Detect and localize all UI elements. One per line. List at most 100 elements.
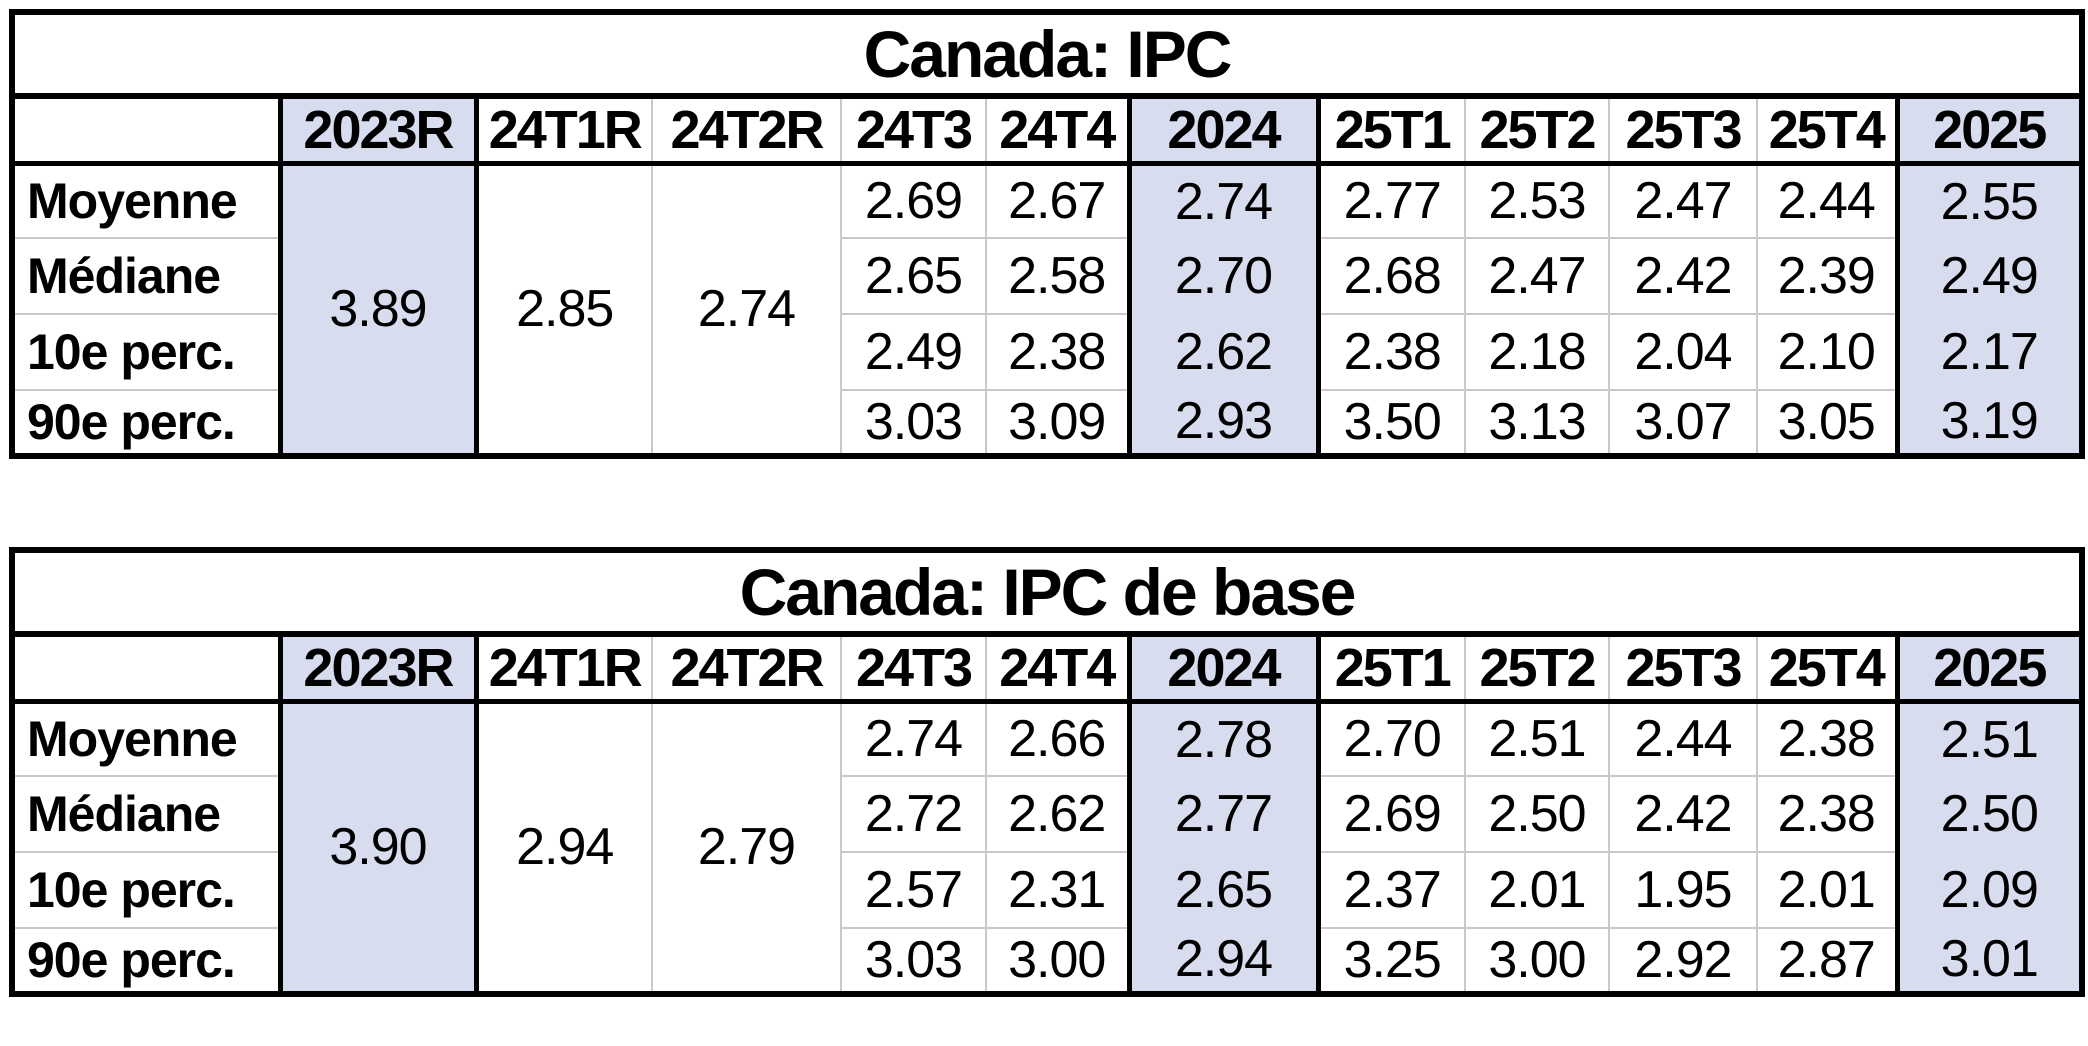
col-header-24t2r: 24T2R bbox=[651, 634, 841, 704]
data-cell: 2.31 bbox=[985, 850, 1129, 928]
row-label-10e-perc: 10e perc. bbox=[12, 312, 280, 390]
data-cell: 2.78 bbox=[1126, 701, 1321, 776]
col-header-blank bbox=[12, 96, 280, 166]
col-header-24t1r: 24T1R bbox=[476, 634, 652, 704]
col-header-2024: 2024 bbox=[1126, 96, 1321, 166]
data-cell: 3.01 bbox=[1894, 927, 2083, 994]
row-label-moyenne: Moyenne bbox=[27, 711, 238, 768]
merged-cell-24t2r: 2.74 bbox=[651, 163, 841, 456]
data-cell: 2.09 bbox=[1894, 851, 2083, 928]
data-cell: 2.10 bbox=[1756, 312, 1897, 390]
data-cell: 2.47 bbox=[1464, 236, 1609, 314]
data-cell: 2.92 bbox=[1608, 926, 1757, 994]
data-cell: 3.09 bbox=[985, 388, 1129, 456]
data-cell: 2.70 bbox=[1126, 237, 1321, 314]
col-header-24t3: 24T3 bbox=[840, 634, 986, 704]
row-label-mediane: Médiane bbox=[12, 774, 280, 852]
table-canada-ipc: Canada: IPC 2023R 24T1R 24T2R 24T3 24T4 … bbox=[9, 9, 2085, 459]
merged-cell-2023r: 3.90 bbox=[277, 701, 479, 994]
data-cell: 2.17 bbox=[1894, 313, 2082, 390]
data-cell: 2.87 bbox=[1756, 926, 1897, 994]
data-cell: 3.19 bbox=[1894, 389, 2082, 456]
col-header-24t3: 24T3 bbox=[840, 96, 986, 166]
merged-cell-2023r: 3.89 bbox=[277, 163, 479, 456]
row-label-10e-perc: 10e perc. bbox=[12, 850, 280, 928]
data-cell: 2.58 bbox=[985, 236, 1129, 314]
col-header-25t3: 25T3 bbox=[1608, 634, 1757, 704]
col-header-2023r: 2023R bbox=[277, 634, 479, 704]
data-cell: 3.07 bbox=[1608, 388, 1757, 456]
data-cell: 2.69 bbox=[840, 163, 986, 238]
data-cell: 2.74 bbox=[1126, 163, 1321, 238]
merged-cell-24t2r: 2.79 bbox=[651, 701, 841, 994]
data-cell: 2.01 bbox=[1464, 850, 1609, 928]
row-label-90e-perc: 90e perc. bbox=[12, 388, 280, 456]
data-cell: 2.50 bbox=[1464, 774, 1609, 852]
data-cell: 2.74 bbox=[840, 701, 986, 776]
data-cell: 2.62 bbox=[985, 774, 1129, 852]
data-cell: 3.50 bbox=[1318, 388, 1465, 456]
data-cell: 2.38 bbox=[1756, 774, 1897, 852]
data-cell: 2.51 bbox=[1894, 701, 2083, 776]
data-cell: 2.57 bbox=[840, 850, 986, 928]
data-cell: 2.66 bbox=[985, 701, 1129, 776]
col-header-25t4: 25T4 bbox=[1756, 634, 1897, 704]
data-cell: 3.05 bbox=[1756, 388, 1897, 456]
row-label-90e-perc: 90e perc. bbox=[12, 926, 280, 994]
col-header-2024: 2024 bbox=[1126, 634, 1321, 704]
col-header-2025: 2025 bbox=[1894, 634, 2083, 704]
data-cell: 2.65 bbox=[1126, 851, 1321, 928]
row-label-mediane: Médiane bbox=[12, 236, 280, 314]
col-header-2025: 2025 bbox=[1894, 96, 2082, 166]
data-cell: 3.03 bbox=[840, 388, 986, 456]
data-cell: 2.44 bbox=[1756, 163, 1897, 238]
data-cell: 3.00 bbox=[985, 926, 1129, 994]
col-header-24t2r: 24T2R bbox=[651, 96, 841, 166]
data-cell: 2.39 bbox=[1756, 236, 1897, 314]
table-title: Canada: IPC bbox=[12, 12, 2082, 99]
data-cell: 2.51 bbox=[1464, 701, 1609, 776]
col-header-25t1: 25T1 bbox=[1318, 96, 1465, 166]
data-cell: 2.50 bbox=[1894, 775, 2083, 852]
data-cell: 2.62 bbox=[1126, 313, 1321, 390]
merged-cell-24t1r: 2.94 bbox=[516, 818, 614, 877]
col-header-25t1: 25T1 bbox=[1318, 634, 1465, 704]
col-header-25t2: 25T2 bbox=[1464, 96, 1609, 166]
col-header-blank bbox=[12, 634, 280, 704]
table-canada-ipc-de-base: Canada: IPC de base 2023R 24T1R 24T2R 24… bbox=[9, 547, 2086, 997]
col-header-24t1r: 24T1R bbox=[476, 96, 652, 166]
data-cell: 3.13 bbox=[1464, 388, 1609, 456]
data-cell: 2.18 bbox=[1464, 312, 1609, 390]
data-cell: 2.47 bbox=[1608, 163, 1757, 238]
data-cell: 2.37 bbox=[1318, 850, 1465, 928]
data-cell: 3.25 bbox=[1318, 926, 1465, 994]
data-cell: 2.77 bbox=[1126, 775, 1321, 852]
data-cell: 2.68 bbox=[1318, 236, 1465, 314]
data-cell: 2.93 bbox=[1126, 389, 1321, 456]
data-cell: 2.72 bbox=[840, 774, 986, 852]
data-cell: 2.65 bbox=[840, 236, 986, 314]
data-cell: 2.55 bbox=[1894, 163, 2082, 238]
data-cell: 2.44 bbox=[1608, 701, 1757, 776]
data-cell: 2.38 bbox=[985, 312, 1129, 390]
merged-cell-24t1r: 2.85 bbox=[516, 280, 614, 339]
data-cell: 2.70 bbox=[1343, 710, 1442, 769]
table-title: Canada: IPC de base bbox=[12, 550, 2083, 637]
data-cell: 2.49 bbox=[840, 312, 986, 390]
data-cell: 2.01 bbox=[1756, 850, 1897, 928]
data-cell: 3.03 bbox=[840, 926, 986, 994]
col-header-24t4: 24T4 bbox=[985, 634, 1129, 704]
col-header-25t3: 25T3 bbox=[1608, 96, 1757, 166]
data-cell: 2.04 bbox=[1608, 312, 1757, 390]
data-cell: 2.42 bbox=[1608, 774, 1757, 852]
col-header-2023r: 2023R bbox=[277, 96, 479, 166]
row-label-moyenne: Moyenne bbox=[27, 173, 238, 230]
col-header-25t2: 25T2 bbox=[1464, 634, 1609, 704]
data-cell: 2.49 bbox=[1894, 237, 2082, 314]
data-cell: 2.77 bbox=[1343, 172, 1442, 231]
col-header-25t4: 25T4 bbox=[1756, 96, 1897, 166]
data-cell: 2.42 bbox=[1608, 236, 1757, 314]
data-cell: 3.00 bbox=[1464, 926, 1609, 994]
data-cell: 2.67 bbox=[985, 163, 1129, 238]
